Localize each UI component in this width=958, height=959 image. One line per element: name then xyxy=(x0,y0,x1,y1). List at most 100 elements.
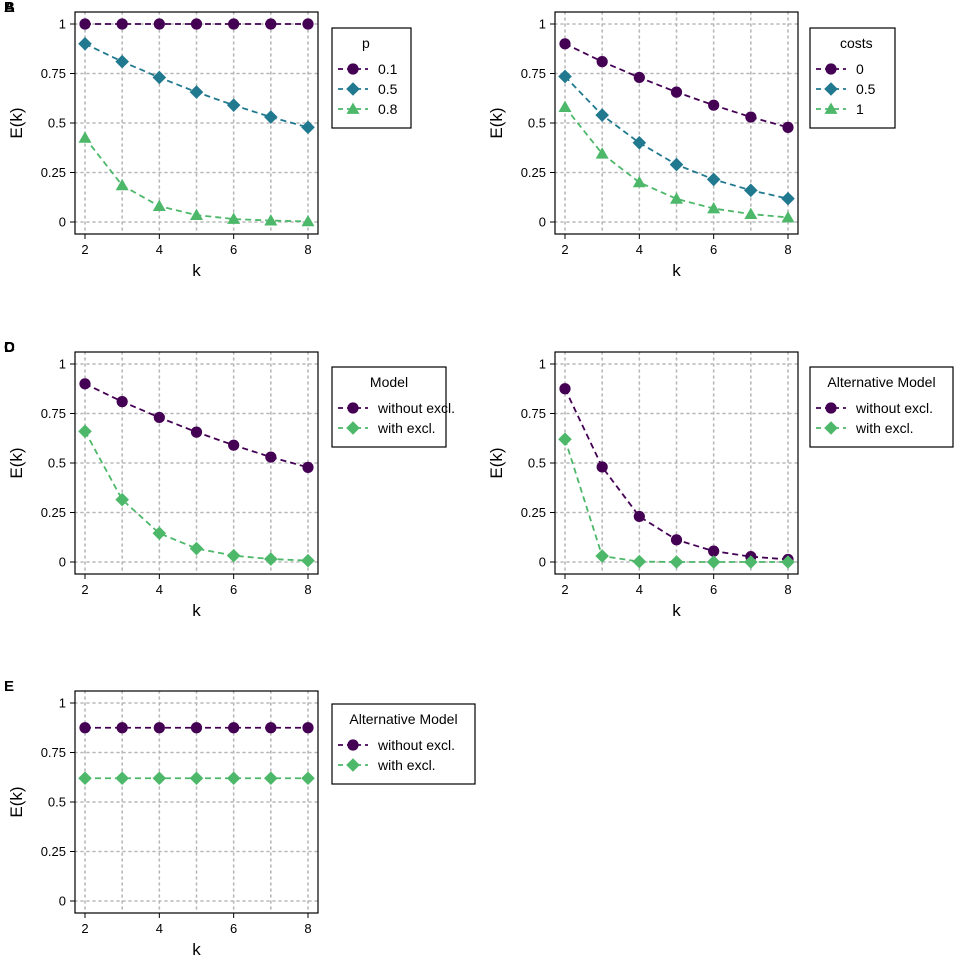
data-point xyxy=(153,411,165,424)
legend-key-marker xyxy=(346,758,360,772)
data-point xyxy=(115,178,129,191)
legend-title: costs xyxy=(840,35,873,51)
data-point xyxy=(633,510,645,523)
legend-key-marker xyxy=(824,102,838,114)
x-axis-title: k xyxy=(192,940,201,959)
x-tick-label: 6 xyxy=(230,582,237,597)
data-point xyxy=(706,172,721,187)
data-point xyxy=(301,120,315,135)
y-tick-label: 0.5 xyxy=(528,116,546,131)
data-point xyxy=(78,771,92,786)
data-point xyxy=(228,439,240,451)
series-0 xyxy=(79,722,314,734)
y-axis-title: E(k) xyxy=(487,447,506,478)
data-point xyxy=(302,722,314,734)
y-tick-label: 0.75 xyxy=(521,406,546,421)
x-tick-label: 6 xyxy=(710,582,717,597)
series-1 xyxy=(78,424,315,568)
data-point xyxy=(595,147,609,159)
series-0 xyxy=(559,38,794,133)
legend-title: Alternative Model xyxy=(827,374,935,390)
y-tick-label: 0.25 xyxy=(41,844,66,859)
panel-c: C 0 0.25 0.5 0.75 1 2 4 6 8 k E(k) Model without excl… xyxy=(4,339,455,620)
data-point xyxy=(744,555,758,569)
legend-item: 0.8 xyxy=(338,101,398,117)
series-1 xyxy=(558,432,795,569)
data-point xyxy=(264,771,278,786)
data-point xyxy=(670,86,683,98)
x-tick-label: 2 xyxy=(561,582,568,597)
data-point xyxy=(558,432,572,447)
data-point xyxy=(152,771,167,786)
legend-key-marker xyxy=(347,739,359,751)
legend-label: with excl. xyxy=(377,420,436,436)
y-tick-label: 0.5 xyxy=(48,116,66,131)
x-tick-label: 8 xyxy=(784,582,791,597)
y-tick-label: 1 xyxy=(59,696,66,711)
y-tick-label: 0.75 xyxy=(41,66,66,81)
series-0 xyxy=(79,378,314,473)
x-axis-title: k xyxy=(672,261,681,280)
y-axis-title: E(k) xyxy=(7,107,26,138)
panel-label: E xyxy=(4,678,14,695)
data-point xyxy=(115,771,129,786)
data-point xyxy=(265,18,277,30)
x-tick-label: 8 xyxy=(304,242,311,257)
data-point xyxy=(190,208,203,220)
legend-item: with excl. xyxy=(338,420,436,436)
data-point xyxy=(595,549,609,563)
legend-key-marker xyxy=(825,402,837,414)
legend-item: without excl. xyxy=(338,737,455,753)
legend: Alternative Model without excl. with excl. xyxy=(809,366,954,448)
legend-label: without excl. xyxy=(377,400,455,416)
data-point xyxy=(669,555,684,569)
legend-key-marker xyxy=(824,82,838,96)
panel-label: C xyxy=(4,339,15,356)
data-point xyxy=(189,541,204,556)
data-point xyxy=(706,555,721,569)
data-point xyxy=(781,191,795,206)
data-point xyxy=(264,552,278,566)
panel-label: A xyxy=(4,0,15,16)
legend-label: 0.5 xyxy=(378,81,398,97)
data-point xyxy=(708,99,720,111)
data-point xyxy=(116,396,128,408)
data-point xyxy=(226,771,241,786)
data-point xyxy=(189,85,204,99)
data-point xyxy=(116,722,128,734)
data-point xyxy=(558,100,572,113)
panel-d: D 0 0.25 0.5 0.75 1 2 4 6 8 k E(k) Alternative Model… xyxy=(4,339,954,620)
data-point xyxy=(152,526,167,541)
y-tick-label: 0.25 xyxy=(41,165,66,180)
y-tick-label: 0.25 xyxy=(521,505,546,520)
data-point xyxy=(301,214,315,227)
x-tick-label: 8 xyxy=(304,582,311,597)
data-point xyxy=(669,157,684,172)
data-point xyxy=(301,553,315,568)
series-2 xyxy=(78,131,315,227)
data-point xyxy=(78,131,92,143)
legend-item: without excl. xyxy=(338,400,455,416)
data-point xyxy=(781,210,795,223)
y-axis-title: E(k) xyxy=(7,447,26,478)
x-tick-label: 2 xyxy=(81,921,88,936)
data-point xyxy=(265,722,277,734)
legend-key-marker xyxy=(825,63,837,75)
data-point xyxy=(227,212,241,224)
x-tick-label: 2 xyxy=(81,242,88,257)
data-point xyxy=(190,426,203,438)
legend-label: 1 xyxy=(856,101,864,117)
data-point xyxy=(79,722,91,734)
series-1 xyxy=(558,69,795,206)
legend-key-marker xyxy=(346,82,360,96)
panel-b: B 0 0.25 0.5 0.75 1 2 4 6 8 k E(k) costs 0 0.5 1 xyxy=(4,0,896,280)
panel-label: D xyxy=(4,339,15,356)
legend-label: 0.8 xyxy=(378,101,398,117)
y-tick-label: 0 xyxy=(59,555,66,570)
legend: costs 0 0.5 1 xyxy=(809,27,896,129)
data-point xyxy=(670,192,683,204)
data-point xyxy=(189,771,204,786)
legend-label: 0.5 xyxy=(856,81,876,97)
legend-label: with excl. xyxy=(377,757,436,773)
